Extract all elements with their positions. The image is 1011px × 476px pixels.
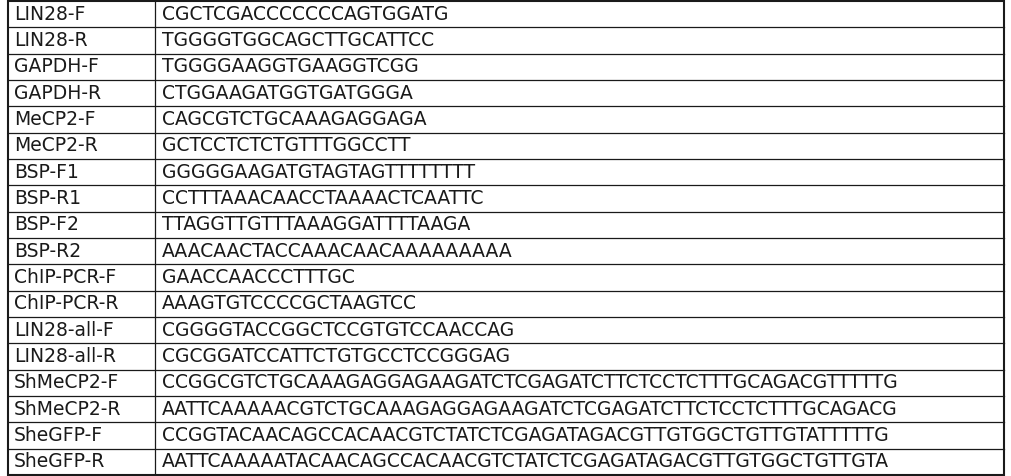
Text: ShMeCP2-R: ShMeCP2-R	[14, 400, 121, 419]
Text: SheGFP-F: SheGFP-F	[14, 426, 103, 445]
Text: LIN28-R: LIN28-R	[14, 31, 88, 50]
Text: SheGFP-R: SheGFP-R	[14, 452, 105, 471]
Text: GCTCCTCTCTGTTTGGCCTT: GCTCCTCTCTGTTTGGCCTT	[162, 136, 409, 155]
Text: BSP-R2: BSP-R2	[14, 242, 81, 261]
Text: ChIP-PCR-F: ChIP-PCR-F	[14, 268, 116, 287]
Text: GAACCAACCCTTTGC: GAACCAACCCTTTGC	[162, 268, 354, 287]
Text: TTAGGTTGTTTAAAGGATTTTAAGA: TTAGGTTGTTTAAAGGATTTTAAGA	[162, 215, 469, 234]
Text: AAAGTGTCCCCGCTAAGTCC: AAAGTGTCCCCGCTAAGTCC	[162, 294, 417, 313]
Text: CCGGCGTCTGCAAAGAGGAGAAGATCTCGAGATCTTCTCCTCTTTGCAGACGTTTTTG: CCGGCGTCTGCAAAGAGGAGAAGATCTCGAGATCTTCTCC…	[162, 373, 897, 392]
Text: ShMeCP2-F: ShMeCP2-F	[14, 373, 119, 392]
Text: MeCP2-R: MeCP2-R	[14, 136, 98, 155]
Text: CTGGAAGATGGTGATGGGA: CTGGAAGATGGTGATGGGA	[162, 84, 412, 103]
Text: GGGGGAAGATGTAGTAGTTTTTTTT: GGGGGAAGATGTAGTAGTTTTTTTT	[162, 163, 474, 182]
Text: BSP-R1: BSP-R1	[14, 189, 81, 208]
Text: AATTCAAAAACGTCTGCAAAGAGGAGAAGATCTCGAGATCTTCTCCTCTTTGCAGACG: AATTCAAAAACGTCTGCAAAGAGGAGAAGATCTCGAGATC…	[162, 400, 897, 419]
Text: CGCTCGACCCCCCCAGTGGATG: CGCTCGACCCCCCCAGTGGATG	[162, 5, 448, 24]
Text: AAACAACTACCAAACAACAAAAAAAAA: AAACAACTACCAAACAACAAAAAAAAA	[162, 242, 512, 261]
Text: GAPDH-F: GAPDH-F	[14, 57, 99, 76]
Text: GAPDH-R: GAPDH-R	[14, 84, 101, 103]
Text: CGGGGTACCGGCTCCGTGTCCAACCAG: CGGGGTACCGGCTCCGTGTCCAACCAG	[162, 321, 514, 340]
Text: MeCP2-F: MeCP2-F	[14, 110, 96, 129]
Text: BSP-F2: BSP-F2	[14, 215, 79, 234]
Text: LIN28-all-R: LIN28-all-R	[14, 347, 116, 366]
Text: CCTTTAAACAACCTAAAACTCAATTC: CCTTTAAACAACCTAAAACTCAATTC	[162, 189, 482, 208]
Text: AATTCAAAAATACAACAGCCACAACGTCTATCTCGAGATAGACGTTGTGGCTGTTGTA: AATTCAAAAATACAACAGCCACAACGTCTATCTCGAGATA…	[162, 452, 888, 471]
Text: TGGGGAAGGTGAAGGTCGG: TGGGGAAGGTGAAGGTCGG	[162, 57, 418, 76]
Text: CAGCGTCTGCAAAGAGGAGA: CAGCGTCTGCAAAGAGGAGA	[162, 110, 426, 129]
Text: ChIP-PCR-R: ChIP-PCR-R	[14, 294, 118, 313]
Text: BSP-F1: BSP-F1	[14, 163, 79, 182]
Text: CCGGTACAACAGCCACAACGTCTATCTCGAGATAGACGTTGTGGCTGTTGTATTTTTG: CCGGTACAACAGCCACAACGTCTATCTCGAGATAGACGTT…	[162, 426, 888, 445]
Text: LIN28-all-F: LIN28-all-F	[14, 321, 114, 340]
Text: CGCGGATCCATTCTGTGCCTCCGGGAG: CGCGGATCCATTCTGTGCCTCCGGGAG	[162, 347, 510, 366]
Text: TGGGGTGGCAGCTTGCATTCC: TGGGGTGGCAGCTTGCATTCC	[162, 31, 434, 50]
Text: LIN28-F: LIN28-F	[14, 5, 86, 24]
